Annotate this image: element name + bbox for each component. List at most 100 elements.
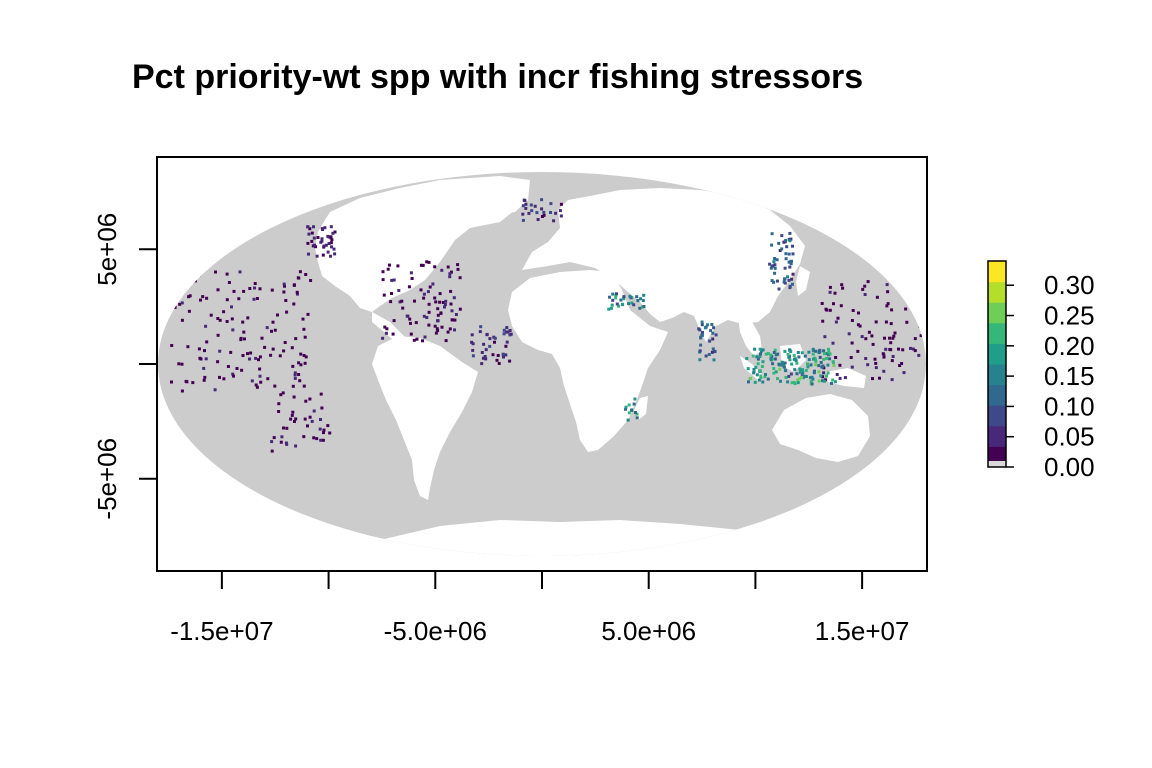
data-cell (787, 252, 791, 256)
data-cell (386, 267, 390, 271)
data-cell (263, 345, 267, 349)
data-cell (312, 236, 316, 240)
data-cell (533, 204, 537, 208)
data-cell (803, 354, 807, 358)
data-cell (542, 213, 546, 217)
data-cell (448, 275, 452, 279)
data-cell (823, 352, 826, 356)
data-cell (828, 352, 832, 356)
data-cell (789, 372, 793, 376)
data-cell (864, 357, 868, 360)
data-cell (617, 304, 620, 308)
data-cell (436, 319, 440, 323)
data-cell (258, 367, 262, 371)
data-cell (836, 316, 840, 320)
data-cell (540, 207, 544, 211)
data-cell (704, 354, 708, 358)
data-cell (312, 225, 315, 229)
data-cell (329, 241, 333, 245)
data-cell (509, 332, 513, 336)
legend-tick-label: 0.15 (1044, 361, 1095, 391)
data-cell (400, 299, 404, 303)
data-cell (909, 298, 913, 302)
data-cell (796, 381, 800, 385)
data-cell (819, 374, 823, 378)
data-cell (328, 431, 332, 435)
data-cell (323, 226, 327, 230)
data-cell (271, 320, 275, 324)
data-cell (392, 319, 396, 323)
data-cell (397, 289, 401, 292)
data-cell (384, 331, 388, 335)
data-cell (745, 357, 749, 360)
data-cell (864, 337, 868, 341)
data-cell (826, 363, 830, 367)
data-cell (769, 266, 773, 270)
data-cell (296, 292, 299, 296)
data-cell (885, 283, 889, 287)
data-cell (884, 347, 888, 351)
data-cell (235, 367, 239, 370)
data-cell (297, 361, 301, 365)
data-cell (226, 365, 230, 368)
data-cell (850, 341, 854, 345)
data-cell (321, 228, 325, 231)
data-cell (322, 428, 326, 432)
data-cell (821, 319, 825, 323)
data-cell (786, 275, 789, 279)
data-cell (890, 359, 894, 363)
data-cell (792, 380, 796, 384)
data-cell (248, 287, 252, 290)
data-cell (788, 239, 792, 243)
x-tick-label: 1.5e+07 (815, 616, 910, 646)
data-cell (891, 336, 895, 340)
data-cell (888, 348, 892, 351)
data-cell (282, 290, 286, 294)
data-cell (258, 374, 262, 378)
data-cell (642, 305, 646, 308)
data-cell (230, 317, 234, 321)
data-cell (746, 367, 750, 371)
data-cell (874, 320, 878, 324)
data-cell (785, 245, 789, 249)
data-cell (438, 292, 442, 296)
data-cell (831, 360, 835, 364)
data-cell (863, 284, 867, 288)
data-cell (180, 318, 184, 322)
data-cell (915, 310, 919, 314)
data-cell (177, 362, 181, 366)
y-axis: 5e+06 -5e+06 (92, 213, 157, 520)
data-cell (293, 376, 297, 380)
data-cell (776, 377, 779, 381)
data-cell (282, 349, 286, 353)
data-cell (242, 330, 246, 334)
data-cell (850, 365, 854, 369)
data-cell (303, 335, 307, 339)
data-cell (791, 282, 794, 286)
data-cell (875, 295, 879, 299)
data-cell (294, 337, 298, 341)
data-cell (329, 225, 333, 229)
data-cell (302, 327, 306, 331)
data-cell (456, 267, 460, 271)
data-cell (529, 203, 533, 207)
data-cell (471, 354, 475, 358)
data-cell (331, 231, 335, 235)
data-cell (289, 417, 293, 421)
data-cell (449, 270, 453, 274)
data-cell (508, 359, 512, 363)
data-cell (798, 377, 801, 381)
data-cell (861, 287, 865, 291)
data-cell (527, 211, 531, 215)
data-cell (303, 417, 307, 421)
data-cell (801, 371, 805, 375)
data-cell (904, 291, 908, 295)
data-cell (756, 362, 760, 366)
data-cell (412, 338, 416, 342)
data-cell (260, 336, 264, 340)
data-cell (814, 359, 818, 363)
data-cell (824, 352, 828, 356)
data-cell (277, 410, 281, 413)
data-cell (332, 247, 336, 251)
data-cell (180, 301, 184, 305)
